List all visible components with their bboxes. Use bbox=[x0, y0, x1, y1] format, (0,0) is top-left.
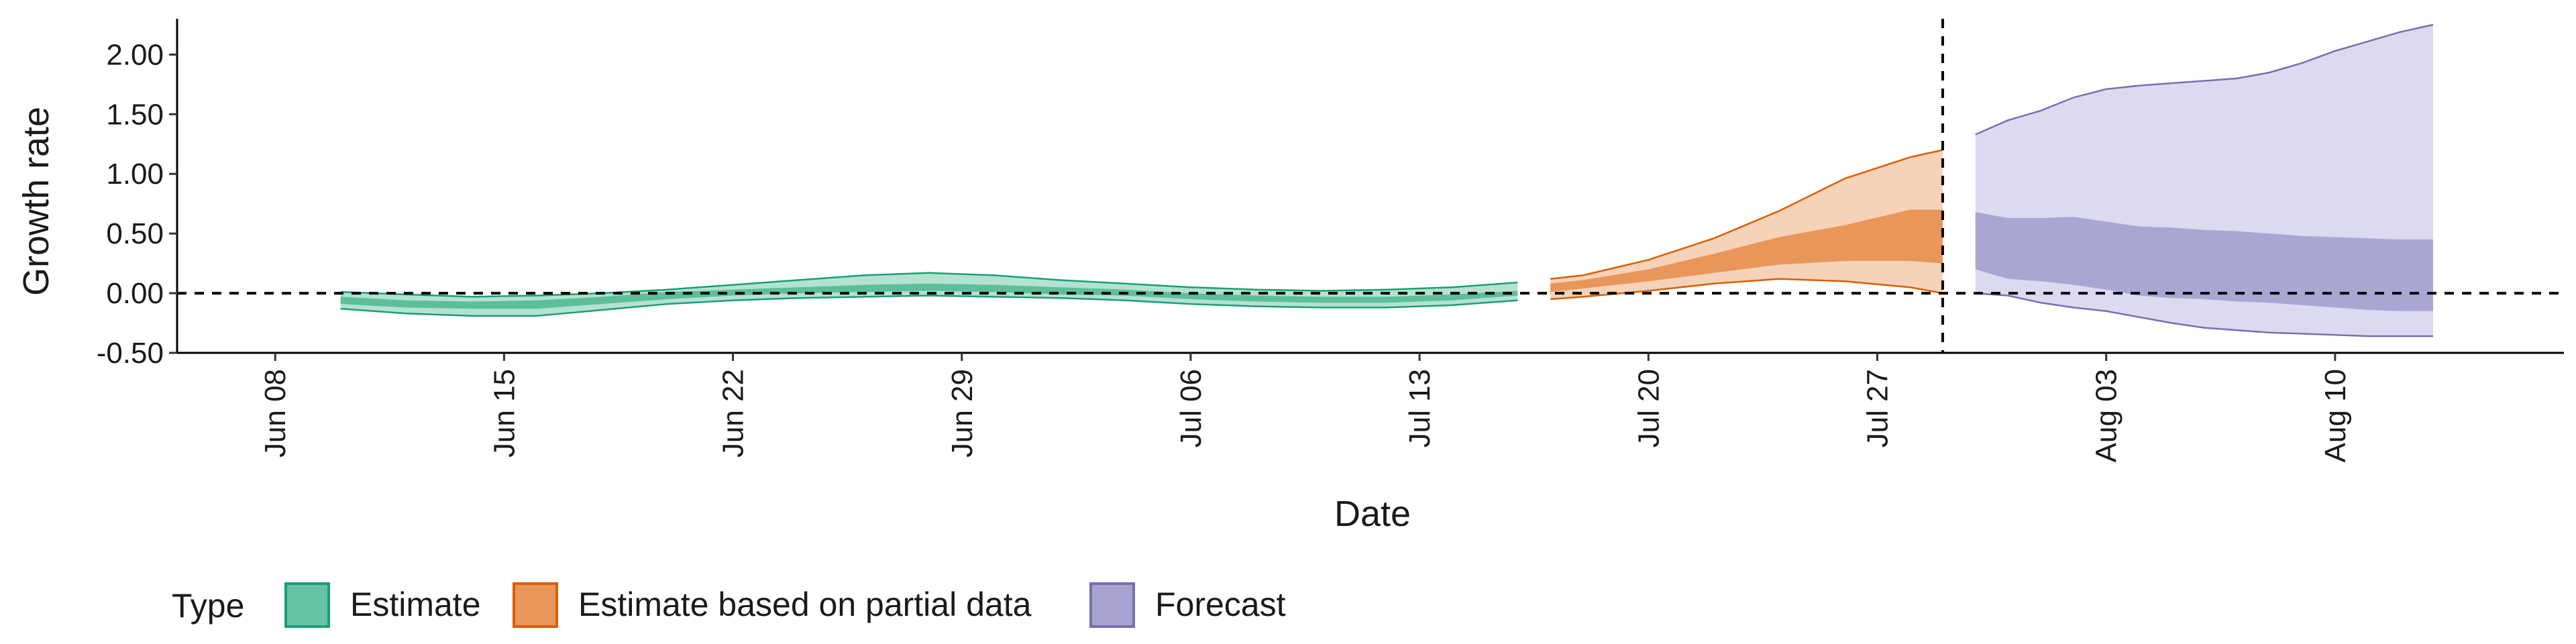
series-2-upper-edge bbox=[1975, 23, 2434, 136]
x-axis-title: Date bbox=[1334, 494, 1411, 534]
y-tick-label: 1.50 bbox=[106, 98, 164, 131]
series-0-upper-edge bbox=[340, 272, 1518, 298]
legend: Type Estimate Estimate based on partial d… bbox=[172, 582, 1286, 628]
y-tick-label: 2.00 bbox=[106, 38, 164, 71]
x-tick-label: Aug 03 bbox=[2090, 369, 2123, 462]
y-axis-title: Growth rate bbox=[16, 107, 56, 296]
legend-swatch bbox=[513, 582, 558, 628]
axes bbox=[169, 19, 2564, 361]
series-2-inner-band bbox=[1975, 212, 2433, 311]
x-tick-label: Aug 10 bbox=[2319, 369, 2352, 462]
series-0-inner-band bbox=[340, 283, 1518, 309]
legend-label: Estimate based on partial data bbox=[578, 586, 1032, 623]
x-tick-label: Jul 06 bbox=[1175, 369, 1208, 447]
x-tick-label: Jun 22 bbox=[717, 369, 750, 458]
x-tick-label: Jun 29 bbox=[946, 369, 979, 458]
y-tick-label: 0.00 bbox=[106, 277, 164, 310]
series-1-lower-edge bbox=[1550, 278, 1943, 301]
x-tick-label: Jul 13 bbox=[1403, 369, 1436, 447]
x-tick-label: Jul 20 bbox=[1632, 369, 1665, 447]
y-tick-label: 0.50 bbox=[106, 217, 164, 250]
uncertainty-bands bbox=[340, 23, 2434, 337]
legend-swatch bbox=[1089, 582, 1135, 628]
x-tick-label: Jul 27 bbox=[1861, 369, 1894, 447]
series-1-outer-band bbox=[1550, 150, 1943, 299]
legend-title: Type bbox=[172, 587, 244, 625]
legend-label: Estimate bbox=[350, 586, 481, 623]
series-0-lower-edge bbox=[340, 294, 1518, 317]
series-1-upper-edge bbox=[1550, 149, 1943, 280]
y-tick-label: 1.00 bbox=[106, 158, 164, 191]
legend-label: Forecast bbox=[1155, 586, 1286, 623]
series-1-inner-band bbox=[1550, 209, 1943, 292]
reference-lines bbox=[177, 19, 2564, 353]
x-tick-label: Jun 15 bbox=[488, 369, 521, 458]
tick-labels: -0.50 0.00 0.50 1.00 1.50 2.00 Jun 08 Jun 15 Jun… bbox=[97, 38, 2352, 462]
y-tick-label: -0.50 bbox=[97, 337, 164, 370]
x-tick-label: Jun 08 bbox=[259, 369, 292, 458]
legend-swatch bbox=[284, 582, 330, 628]
series-2-lower-edge bbox=[1975, 292, 2433, 337]
